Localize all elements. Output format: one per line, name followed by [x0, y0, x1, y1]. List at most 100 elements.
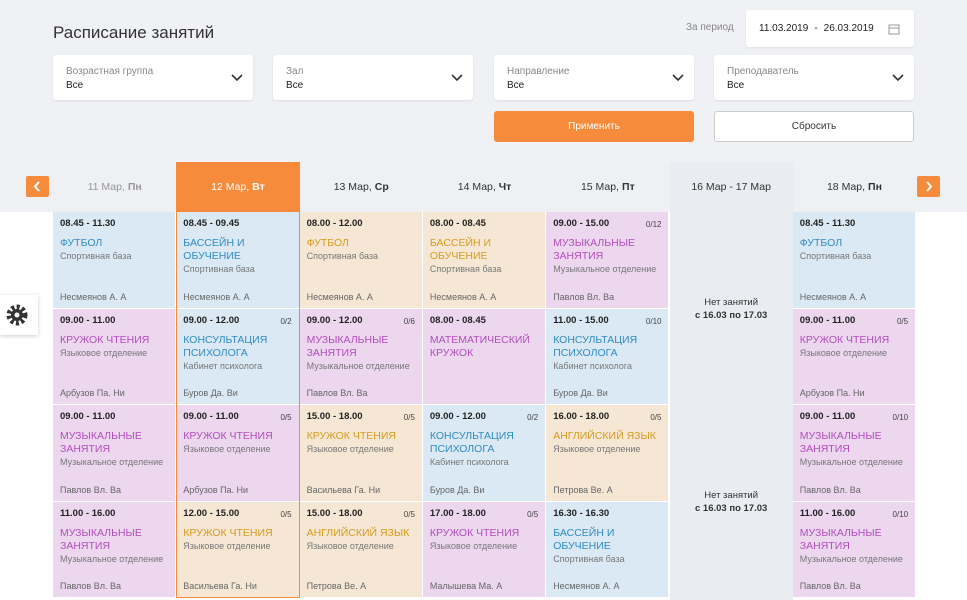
lesson-time: 08.45 - 11.30 [799, 218, 856, 229]
lesson-teacher: Буров Да. Ви [553, 388, 608, 398]
lesson-capacity: 0/5 [280, 509, 292, 519]
lesson-teacher: Буров Да. Ви [183, 388, 238, 398]
lesson-cell[interactable]: 09.00 - 12.00 0/2 КОНСУЛЬТАЦИЯ ПСИХОЛОГА Ка… [422, 405, 547, 502]
lesson-teacher: Павлов Вл. Ва [306, 388, 368, 398]
lesson-cell[interactable]: 08.45 - 11.30 ФУТБОЛ Спортивная база Несмея… [792, 212, 917, 309]
lesson-cell[interactable]: 09.00 - 12.00 0/2 КОНСУЛЬТАЦИЯ ПСИХОЛОГА Ка… [176, 308, 300, 405]
lesson-place: Спортивная база [306, 251, 379, 261]
day-header[interactable]: 11 Мар, Пн [53, 162, 176, 212]
days-header [0, 162, 967, 212]
lesson-capacity: 0/12 [645, 220, 662, 229]
day-date: 13 Мар, [333, 181, 372, 193]
lesson-title: МУЗЫКАЛЬНЫЕ ЗАНЯТИЯ [799, 526, 882, 552]
lesson-cell[interactable]: 15.00 - 18.00 0/5 КРУЖОК ЧТЕНИЯ Языковое от… [299, 405, 423, 502]
lesson-cell[interactable]: 09.00 - 11.00 МУЗЫКАЛЬНЫЕ ЗАНЯТИЯ Музыкаль… [53, 405, 177, 502]
lesson-place: Музыкальное отделение [60, 553, 164, 564]
lesson-place: Языковое отделение [183, 540, 271, 551]
lesson-title: КОНСУЛЬТАЦИЯ ПСИХОЛОГА [429, 430, 514, 455]
filter-label: Возрастная группа [66, 66, 154, 77]
lesson-cell[interactable]: 12.00 - 15.00 0/5 КРУЖОК ЧТЕНИЯ Языковое от… [176, 501, 300, 598]
day-date: 18 Мар, [826, 181, 866, 193]
lesson-cell[interactable]: 08.00 - 12.00 ФУТБОЛ Спортивная база Несмея… [299, 212, 423, 309]
apply-button[interactable]: Применить [494, 111, 694, 142]
lesson-title: МУЗЫКАЛЬНЫЕ ЗАНЯТИЯ [60, 526, 142, 552]
date-from: 11.03.2019 [759, 23, 809, 34]
filter-label: Преподаватель [727, 66, 799, 77]
filter-select[interactable]: Направление Все [494, 55, 694, 100]
lesson-cell[interactable]: 17.00 - 18.00 0/5 КРУЖОК ЧТЕНИЯ Языковое от… [422, 501, 547, 598]
lesson-cell[interactable]: 09.00 - 15.00 0/12 МУЗЫКАЛЬНЫЕ ЗАНЯТИЯ Музы… [546, 212, 670, 309]
lesson-time: 12.00 - 15.00 [183, 507, 240, 519]
lesson-teacher: Васильева Га. Ни [183, 581, 257, 591]
lesson-teacher: Несмеянов А. А [60, 291, 127, 302]
lesson-time: 08.45 - 11.30 [60, 218, 116, 229]
lesson-teacher: Несмеянов А. А [183, 291, 250, 302]
lesson-time: 09.00 - 11.00 [60, 314, 116, 326]
lesson-time: 11.00 - 15.00 [553, 314, 609, 326]
lesson-place: Спортивная база [429, 264, 502, 274]
day-header[interactable]: 15 Мар, Пт [546, 162, 669, 212]
lesson-capacity: 0/10 [645, 316, 662, 326]
lesson-teacher: Несмеянов А. А [429, 291, 497, 302]
day-header[interactable]: 18 Мар, Пн [793, 162, 916, 212]
lesson-place: Кабинет психолога [429, 457, 509, 467]
lesson-title: КРУЖОК ЧТЕНИЯ [799, 333, 890, 346]
reset-button[interactable]: Сбросить [714, 111, 914, 142]
lesson-capacity: 0/10 [892, 509, 909, 519]
lesson-cell[interactable]: 08.00 - 08.45 БАССЕЙН И ОБУЧЕНИЕ Спортивна… [422, 212, 547, 309]
lesson-cell[interactable]: 08.45 - 09.45 БАССЕЙН И ОБУЧЕНИЕ Спортивна… [176, 212, 300, 309]
lesson-place: Языковое отделение [306, 540, 394, 551]
lesson-place: Языковое отделение [306, 444, 394, 454]
lesson-cell[interactable]: 09.00 - 11.00 0/5 КРУЖОК ЧТЕНИЯ Языковое от… [176, 405, 300, 502]
filter-value: Все [66, 80, 84, 91]
lesson-title: БАССЕЙН И ОБУЧЕНИЕ [553, 526, 615, 552]
lesson-title: МУЗЫКАЛЬНЫЕ ЗАНЯТИЯ [60, 430, 142, 455]
lesson-teacher: Павлов Вл. Ва [799, 581, 861, 591]
settings-button[interactable] [0, 295, 38, 335]
lesson-title: МУЗЫКАЛЬНЫЕ ЗАНЯТИЯ [553, 237, 636, 262]
lesson-cell[interactable]: 09.00 - 11.00 0/5 КРУЖОК ЧТЕНИЯ Языковое от… [792, 308, 917, 405]
lesson-place: Языковое отделение [60, 347, 148, 358]
lesson-cell[interactable]: 15.00 - 18.00 0/5 АНГЛИЙСКИЙ ЯЗЫК Языковое … [299, 501, 423, 598]
lesson-cell[interactable]: 11.00 - 16.00 0/10 МУЗЫКАЛЬНЫЕ ЗАНЯТИЯ Музы… [792, 501, 917, 598]
lesson-capacity: 0/2 [527, 413, 539, 422]
lesson-cell[interactable]: 16.00 - 18.00 0/5 АНГЛИЙСКИЙ ЯЗЫК Языковое … [546, 405, 670, 502]
lesson-cell[interactable]: 09.00 - 12.00 0/6 МУЗЫКАЛЬНЫЕ ЗАНЯТИЯ Музык… [299, 308, 423, 405]
day-weekday: Пн [127, 181, 142, 193]
day-header: 16 Мар - 17 Мар [691, 181, 771, 193]
lesson-time: 09.00 - 11.00 [799, 314, 856, 326]
lesson-title: КРУЖОК ЧТЕНИЯ [183, 526, 273, 539]
lesson-cell[interactable]: 09.00 - 11.00 КРУЖОК ЧТЕНИЯ Языковое отдел… [53, 308, 177, 405]
date-sep: - [814, 23, 818, 34]
prev-arrow[interactable] [26, 176, 49, 197]
lesson-cell[interactable]: 11.00 - 15.00 0/10 КОНСУЛЬТАЦИЯ ПСИХОЛОГА К… [546, 308, 670, 405]
lesson-cell[interactable]: 11.00 - 16.00 МУЗЫКАЛЬНЫЕ ЗАНЯТИЯ Музыкаль… [53, 501, 177, 598]
lesson-cell[interactable]: 08.00 - 08.45 МАТЕМАТИЧЕСКИЙ КРУЖОК [422, 308, 547, 405]
day-weekday: Вт [252, 181, 265, 193]
no-classes: Нет занятий с 16.03 по 17.03 [670, 212, 793, 405]
chevron [231, 74, 243, 82]
lesson-capacity: 0/5 [403, 509, 415, 519]
filter-select[interactable]: Преподаватель Все [714, 55, 914, 100]
lesson-title: КРУЖОК ЧТЕНИЯ [60, 333, 150, 346]
lesson-cell[interactable]: 09.00 - 11.00 0/10 МУЗЫКАЛЬНЫЕ ЗАНЯТИЯ Музы… [792, 405, 917, 502]
lesson-cell[interactable]: 16.30 - 16.30 БАССЕЙН И ОБУЧЕНИЕ Спортивна… [546, 501, 670, 598]
day-header[interactable]: 12 Мар, Вт [176, 162, 300, 212]
day-date: 14 Мар, [457, 181, 496, 193]
lesson-teacher: Несмеянов А. А [306, 291, 373, 302]
filter-select[interactable]: Зал Все [273, 55, 473, 100]
date-range[interactable]: 11.03.2019 - 26.03.2019 [746, 10, 914, 47]
lesson-cell[interactable]: 08.45 - 11.30 ФУТБОЛ Спортивная база Несмея… [53, 212, 177, 309]
filter-select[interactable]: Возрастная группа Все [53, 55, 253, 100]
lesson-capacity: 0/5 [280, 413, 292, 422]
filter-label: Зал [286, 66, 304, 77]
day-header[interactable]: 14 Мар, Чт [423, 162, 546, 212]
calendar-icon [888, 24, 900, 34]
weekend-column [669, 162, 793, 600]
day-header[interactable]: 13 Мар, Ср [300, 162, 423, 212]
next-icon [926, 181, 933, 192]
lesson-time: 08.45 - 09.45 [183, 218, 240, 229]
chevron [451, 74, 463, 82]
day-weekday: Пн [868, 181, 882, 193]
next-arrow[interactable] [917, 176, 940, 197]
